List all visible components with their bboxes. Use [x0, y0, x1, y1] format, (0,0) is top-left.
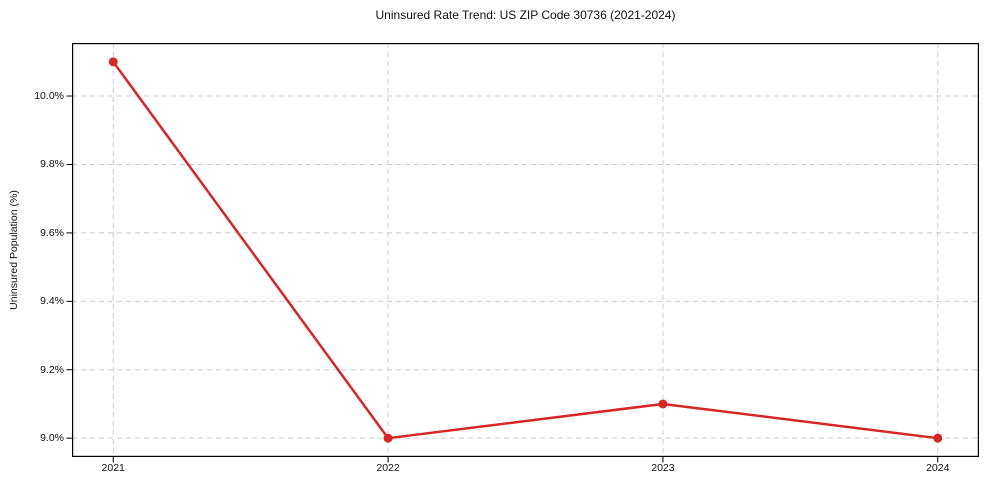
y-tick-label: 9.8% [40, 158, 64, 171]
x-tick-label: 2023 [651, 462, 675, 474]
y-tick-label: 10.0% [34, 90, 64, 103]
trend-line-chart [66, 43, 979, 463]
y-tick-label: 9.4% [40, 295, 64, 308]
y-tick-label: 9.2% [40, 363, 64, 376]
data-point [658, 399, 668, 409]
x-tick-label: 2022 [376, 462, 400, 474]
plot-border [72, 43, 979, 457]
x-tick-label: 2024 [926, 462, 950, 474]
chart-title: Uninsured Rate Trend: US ZIP Code 30736 … [375, 8, 676, 22]
y-tick-label: 9.6% [40, 226, 64, 239]
y-tick-label: 9.0% [40, 432, 64, 445]
x-tick-label: 2021 [101, 462, 125, 474]
y-axis-label: Uninsured Population (%) [8, 190, 20, 310]
trend-line [111, 60, 940, 440]
data-point [108, 57, 118, 67]
plot-area [66, 43, 979, 463]
data-point [933, 433, 943, 443]
data-point [383, 433, 393, 443]
